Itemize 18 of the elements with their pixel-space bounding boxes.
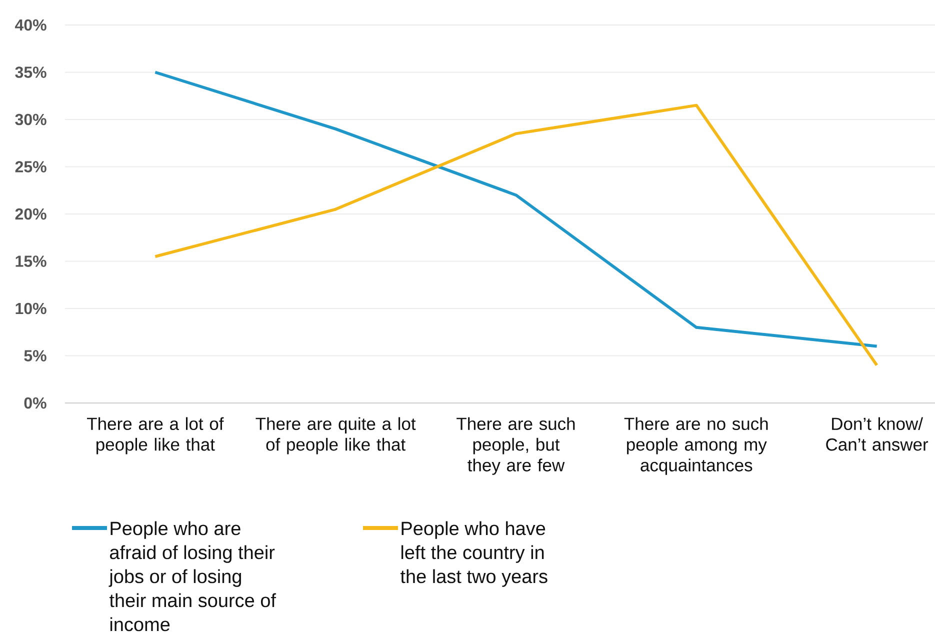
- y-tick-label: 25%: [15, 161, 46, 172]
- x-tick-label: There are no such people among my acquaintances: [624, 417, 768, 475]
- x-tick-label: There are a lot of people like that: [87, 417, 224, 454]
- y-tick-label: 20%: [15, 208, 46, 220]
- y-tick-label: 10%: [16, 302, 46, 314]
- line-series: [154, 104, 878, 367]
- y-tick-label: 35%: [15, 66, 46, 78]
- x-tick-label: There are such people, but they are few: [456, 417, 575, 475]
- y-tick-label: 40%: [15, 19, 46, 31]
- y-tick-label: 30%: [15, 114, 46, 126]
- x-tick-label: There are quite a lot of people like that: [256, 417, 416, 454]
- legend-label: People who have left the country in the last two years: [400, 521, 548, 587]
- legend-label: People who are afraid of losing their jobs or of losing their main source of income: [108, 521, 276, 632]
- line-series: [154, 70, 878, 348]
- x-tick-label: Don’t know/ Can’t answer: [826, 417, 928, 451]
- y-tick-label: 5%: [24, 350, 46, 362]
- y-tick-label: 15%: [16, 256, 46, 267]
- y-tick-label: 0%: [24, 397, 46, 409]
